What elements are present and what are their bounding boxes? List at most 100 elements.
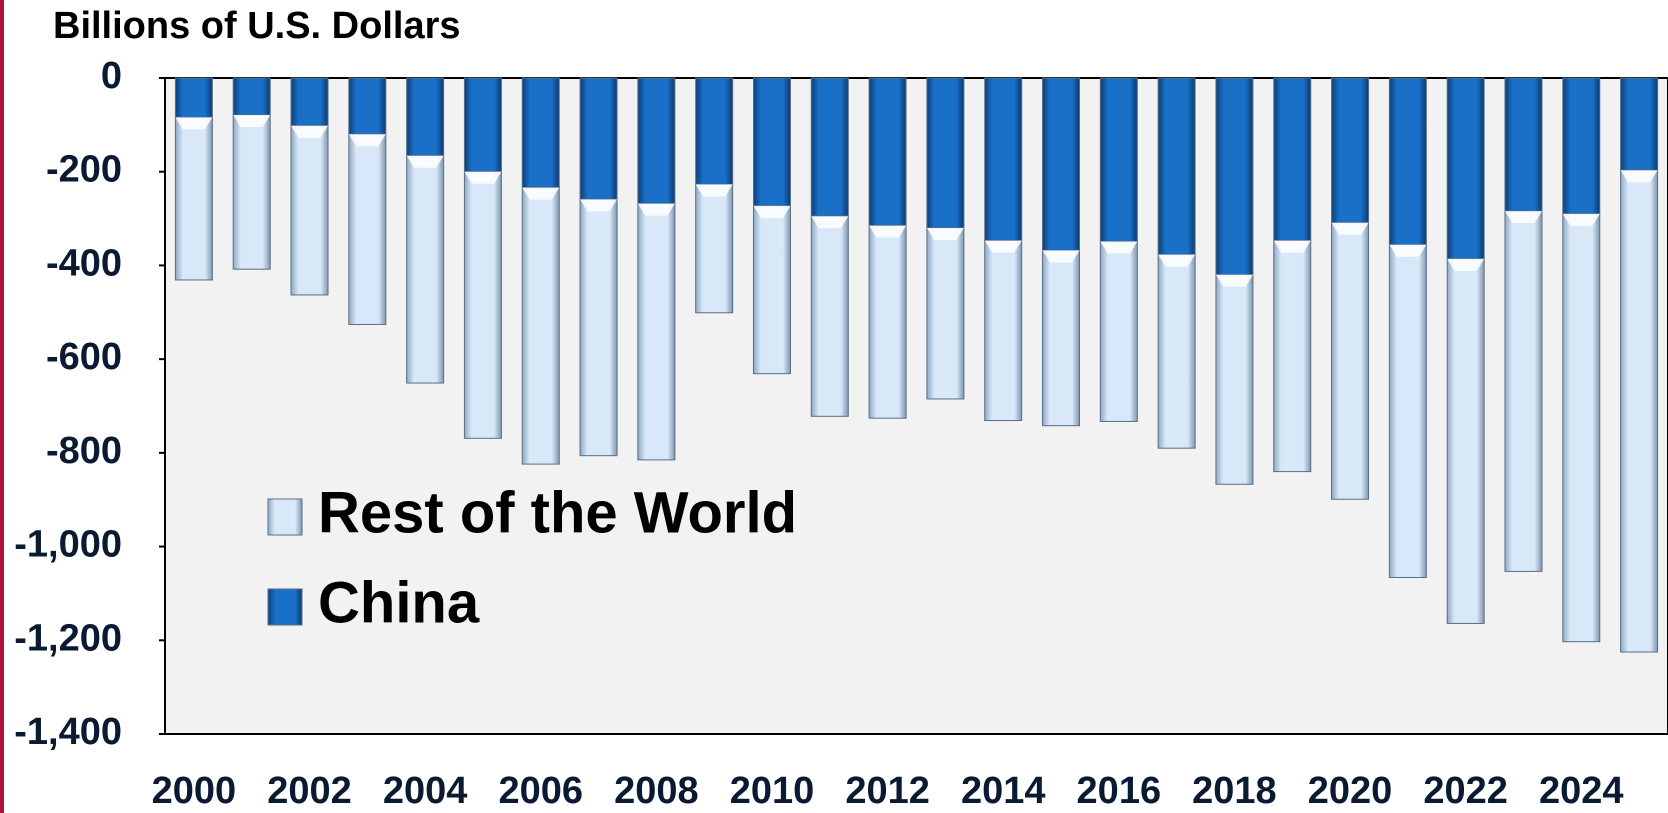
bar-segment bbox=[1331, 222, 1370, 500]
bar-segment bbox=[174, 116, 213, 281]
x-tick-label: 2022 bbox=[1423, 770, 1508, 812]
legend-swatch bbox=[267, 498, 303, 536]
bar-segment bbox=[1273, 77, 1312, 242]
bevel bbox=[753, 205, 791, 218]
bar-segment bbox=[695, 77, 734, 185]
bar-segment bbox=[1446, 77, 1485, 260]
y-tick-label: 0 bbox=[101, 55, 122, 97]
bevel bbox=[1215, 274, 1253, 287]
bar-segment bbox=[348, 133, 387, 325]
bar-segment bbox=[463, 171, 502, 439]
y-tick-label: -1,200 bbox=[14, 617, 122, 659]
bar-segment bbox=[752, 205, 791, 375]
bar-segment bbox=[579, 77, 618, 200]
x-tick-label: 2024 bbox=[1539, 770, 1624, 812]
edge-accent bbox=[0, 0, 4, 813]
bar-segment bbox=[868, 77, 907, 227]
x-tick-label: 2012 bbox=[845, 770, 930, 812]
bevel bbox=[1100, 241, 1138, 254]
bar-segment bbox=[463, 77, 502, 173]
bar-segment bbox=[1099, 241, 1138, 422]
bevel bbox=[464, 171, 502, 184]
bevel bbox=[811, 216, 849, 229]
bar-segment bbox=[174, 77, 213, 118]
bevel bbox=[580, 199, 618, 212]
bar-segment bbox=[406, 77, 445, 157]
x-tick-label: 2002 bbox=[267, 770, 352, 812]
chart-title: Billions of U.S. Dollars bbox=[53, 5, 461, 47]
bevel bbox=[637, 203, 675, 216]
bar-segment bbox=[752, 77, 791, 207]
bevel bbox=[1042, 250, 1080, 263]
bevel bbox=[1158, 254, 1196, 267]
bar-segment bbox=[348, 77, 387, 135]
y-tick-label: -800 bbox=[46, 430, 122, 472]
bevel bbox=[291, 125, 329, 138]
bevel bbox=[406, 155, 444, 168]
bar-segment bbox=[810, 77, 849, 217]
bar-segment bbox=[1504, 210, 1543, 572]
bar-segment bbox=[290, 125, 329, 296]
bevel bbox=[1620, 170, 1658, 183]
y-tick-label: -1,000 bbox=[14, 524, 122, 566]
bar-segment bbox=[1562, 213, 1601, 643]
bevel bbox=[1504, 211, 1542, 224]
bevel bbox=[233, 115, 271, 128]
legend-label: Rest of the World bbox=[318, 480, 797, 545]
bevel bbox=[522, 187, 560, 200]
bar-segment bbox=[1388, 244, 1427, 578]
bar-segment bbox=[1157, 77, 1196, 256]
bar-segment bbox=[521, 187, 560, 465]
bar-segment bbox=[984, 77, 1023, 242]
bar-segment bbox=[232, 114, 271, 270]
bevel bbox=[984, 240, 1022, 253]
bar-segment bbox=[1620, 169, 1659, 653]
bar-segment bbox=[232, 77, 271, 116]
x-tick-label: 2006 bbox=[498, 770, 583, 812]
bar-segment bbox=[1042, 77, 1081, 251]
bevel bbox=[695, 184, 733, 197]
bevel bbox=[1447, 258, 1485, 271]
bar-segment bbox=[521, 77, 560, 189]
bar-segment bbox=[926, 77, 965, 229]
bar-segment bbox=[1504, 77, 1543, 212]
bar-segment bbox=[1099, 77, 1138, 243]
y-tick-label: -1,400 bbox=[14, 711, 122, 753]
y-tick-label: -600 bbox=[46, 336, 122, 378]
bar-segment bbox=[579, 198, 618, 457]
bar-segment bbox=[1157, 254, 1196, 449]
bar-segment bbox=[868, 225, 907, 419]
bar-segment bbox=[695, 183, 734, 314]
x-tick-label: 2008 bbox=[614, 770, 699, 812]
bar-segment bbox=[1042, 249, 1081, 427]
bevel bbox=[1389, 244, 1427, 257]
bar-segment bbox=[1388, 77, 1427, 246]
x-tick-label: 2018 bbox=[1192, 770, 1277, 812]
y-tick-label: -400 bbox=[46, 242, 122, 284]
bar-segment bbox=[637, 203, 676, 461]
x-tick-label: 2000 bbox=[152, 770, 237, 812]
bar-segment bbox=[810, 215, 849, 417]
x-tick-label: 2010 bbox=[730, 770, 815, 812]
x-tick-label: 2016 bbox=[1077, 770, 1162, 812]
bar-segment bbox=[1446, 258, 1485, 624]
bar-segment bbox=[1273, 240, 1312, 473]
bar-segment bbox=[406, 155, 445, 384]
bevel bbox=[1273, 240, 1311, 253]
bevel bbox=[175, 117, 213, 130]
bevel bbox=[869, 225, 907, 238]
plot-area bbox=[164, 77, 1668, 735]
bar-segment bbox=[926, 227, 965, 400]
bar-segment bbox=[984, 240, 1023, 422]
bar-segment bbox=[1620, 77, 1659, 171]
legend-label: China bbox=[318, 570, 480, 635]
bar-segment bbox=[1331, 77, 1370, 224]
bar-segment bbox=[1215, 77, 1254, 276]
bevel bbox=[1331, 222, 1369, 235]
bevel bbox=[348, 134, 386, 147]
x-tick-label: 2020 bbox=[1308, 770, 1393, 812]
bar-segment bbox=[1215, 274, 1254, 485]
bar-segment bbox=[290, 77, 329, 127]
legend-swatch bbox=[267, 588, 303, 626]
